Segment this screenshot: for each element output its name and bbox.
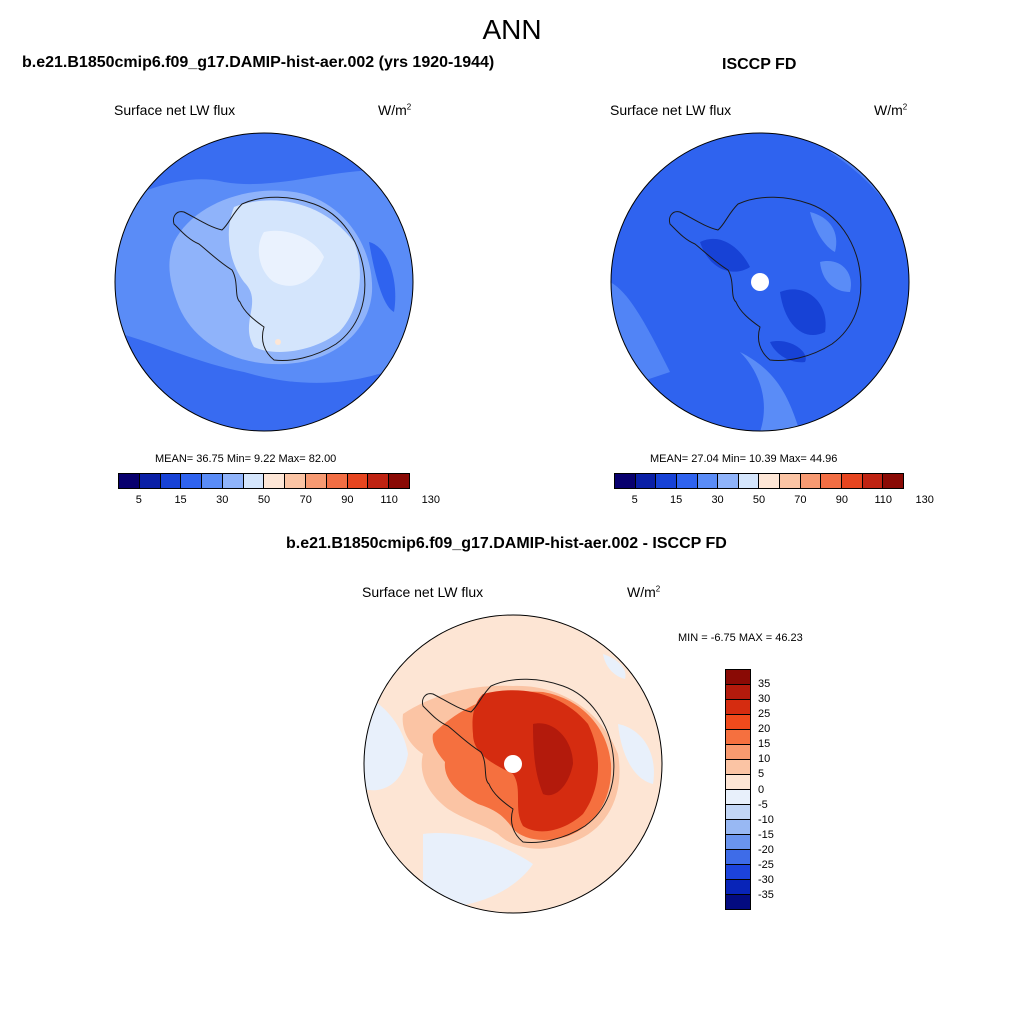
panel-2-stats: MEAN= 27.04 Min= 10.39 Max= 44.96 bbox=[650, 453, 838, 465]
colorbar-swatch bbox=[726, 685, 750, 700]
colorbar-swatch bbox=[181, 474, 203, 488]
colorbar-swatch bbox=[285, 474, 307, 488]
colorbar-tick-label: 30 bbox=[711, 494, 724, 506]
colorbar-tick-label: 110 bbox=[380, 494, 398, 506]
panel-2-colorbar-ticks: 5 15 30 50 70 90 110 130 bbox=[614, 494, 934, 508]
colorbar-swatch bbox=[160, 474, 182, 488]
colorbar-swatch bbox=[726, 850, 750, 865]
colorbar-swatch bbox=[726, 760, 750, 775]
colorbar-swatch bbox=[389, 474, 409, 488]
colorbar-swatch bbox=[726, 820, 750, 835]
colorbar-swatch bbox=[718, 474, 739, 488]
colorbar-swatch bbox=[306, 474, 327, 488]
panel-3-stats: MIN = -6.75 MAX = 46.23 bbox=[678, 632, 803, 644]
colorbar-swatch bbox=[615, 474, 636, 488]
colorbar-swatch bbox=[697, 474, 719, 488]
colorbar-tick-label: 20 bbox=[758, 723, 771, 736]
colorbar-swatch bbox=[222, 474, 244, 488]
colorbar-swatch bbox=[726, 805, 750, 820]
colorbar-tick-label: -20 bbox=[758, 843, 774, 856]
panel-3-polar-map bbox=[363, 614, 663, 914]
panel-1-variable-label: Surface net LW flux bbox=[114, 102, 236, 118]
colorbar-swatch bbox=[347, 474, 369, 488]
colorbar-tick-label: 90 bbox=[341, 494, 354, 506]
colorbar-swatch bbox=[726, 880, 750, 895]
colorbar-swatch bbox=[726, 700, 750, 715]
colorbar-swatch bbox=[264, 474, 286, 488]
colorbar-tick-label: 90 bbox=[835, 494, 848, 506]
colorbar-swatch bbox=[821, 474, 843, 488]
colorbar-swatch bbox=[883, 474, 903, 488]
colorbar-swatch bbox=[738, 474, 760, 488]
panel-1-colorbar bbox=[118, 473, 410, 489]
colorbar-tick-label: 70 bbox=[299, 494, 312, 506]
colorbar-swatch bbox=[726, 895, 750, 909]
colorbar-swatch bbox=[635, 474, 657, 488]
panel-2-polar-map bbox=[610, 132, 910, 432]
colorbar-swatch bbox=[326, 474, 348, 488]
panel-3-variable-label: Surface net LW flux bbox=[362, 584, 484, 600]
colorbar-tick-label: -15 bbox=[758, 828, 774, 841]
colorbar-swatch bbox=[139, 474, 161, 488]
colorbar-tick-label: 15 bbox=[670, 494, 683, 506]
panel-1-unit: W/m2 bbox=[378, 102, 412, 118]
colorbar-swatch bbox=[726, 790, 750, 805]
colorbar-swatch bbox=[202, 474, 223, 488]
colorbar-tick-label: -35 bbox=[758, 888, 774, 901]
colorbar-swatch bbox=[759, 474, 781, 488]
colorbar-tick-label: 30 bbox=[216, 494, 229, 506]
colorbar-swatch bbox=[800, 474, 822, 488]
colorbar-tick-label: 25 bbox=[758, 708, 771, 721]
colorbar-tick-label: 50 bbox=[752, 494, 766, 506]
colorbar-tick-label: 0 bbox=[758, 783, 765, 796]
colorbar-swatch bbox=[842, 474, 863, 488]
colorbar-swatch bbox=[676, 474, 698, 488]
colorbar-tick-label: 110 bbox=[874, 494, 893, 506]
colorbar-swatch bbox=[726, 835, 750, 850]
panel-3-colorbar-ticks: 35 30 25 20 15 10 5 0 -5 -10 -15 -20 -25 -30 -35 bbox=[758, 669, 798, 910]
colorbar-tick-label: -10 bbox=[758, 813, 774, 826]
colorbar-swatch bbox=[862, 474, 884, 488]
colorbar-tick-label: 5 bbox=[135, 494, 142, 506]
colorbar-swatch bbox=[780, 474, 801, 488]
colorbar-tick-label: 15 bbox=[174, 494, 187, 506]
panel-2-colorbar bbox=[614, 473, 904, 489]
panel-1-stats: MEAN= 36.75 Min= 9.22 Max= 82.00 bbox=[155, 453, 337, 465]
panel-3-title: b.e21.B1850cmip6.f09_g17.DAMIP-hist-aer.… bbox=[286, 535, 727, 552]
figure-title: ANN bbox=[482, 14, 542, 45]
panel-3-colorbar bbox=[725, 669, 751, 910]
colorbar-tick-label: 5 bbox=[758, 768, 765, 781]
colorbar-tick-label: 10 bbox=[758, 753, 771, 766]
panel-1-title: b.e21.B1850cmip6.f09_g17.DAMIP-hist-aer.… bbox=[22, 54, 495, 71]
colorbar-swatch bbox=[243, 474, 265, 488]
colorbar-tick-label: 35 bbox=[758, 678, 771, 691]
colorbar-tick-label: 130 bbox=[915, 494, 934, 506]
panel-3-unit: W/m2 bbox=[627, 584, 661, 600]
colorbar-tick-label: 30 bbox=[758, 693, 771, 706]
panel-1-polar-map bbox=[114, 132, 414, 432]
colorbar-tick-label: 70 bbox=[794, 494, 807, 506]
panel-2-title: ISCCP FD bbox=[722, 56, 797, 73]
colorbar-tick-label: 5 bbox=[631, 494, 638, 506]
panel-1-colorbar-ticks: 5 15 30 50 70 90 110 130 bbox=[118, 494, 440, 508]
colorbar-swatch bbox=[726, 745, 750, 760]
colorbar-swatch bbox=[726, 715, 750, 730]
colorbar-swatch bbox=[726, 730, 750, 745]
colorbar-swatch bbox=[119, 474, 140, 488]
colorbar-tick-label: 15 bbox=[758, 738, 771, 751]
colorbar-swatch bbox=[368, 474, 390, 488]
colorbar-tick-label: 50 bbox=[257, 494, 271, 506]
colorbar-swatch bbox=[656, 474, 677, 488]
colorbar-tick-label: 130 bbox=[421, 494, 441, 506]
colorbar-tick-label: -30 bbox=[758, 873, 774, 886]
panel-2-variable-label: Surface net LW flux bbox=[610, 102, 732, 118]
panel-2-unit: W/m2 bbox=[874, 102, 908, 118]
colorbar-tick-label: -25 bbox=[758, 858, 774, 871]
colorbar-swatch bbox=[726, 670, 750, 685]
colorbar-tick-label: -5 bbox=[758, 798, 768, 811]
colorbar-swatch bbox=[726, 865, 750, 880]
colorbar-swatch bbox=[726, 775, 750, 790]
